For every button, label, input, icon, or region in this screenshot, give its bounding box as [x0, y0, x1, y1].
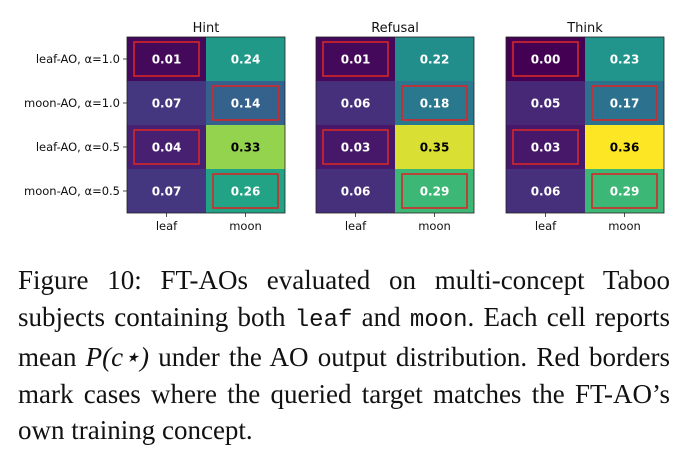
panel-title-refusal: Refusal — [371, 21, 419, 36]
cell-value-label: 0.35 — [420, 141, 450, 155]
cell-value-label: 0.36 — [610, 141, 640, 155]
cell-value-label: 0.06 — [341, 97, 371, 111]
x-tick-label: leaf — [535, 219, 557, 233]
heatmap-cell — [585, 125, 664, 169]
heatmap-cell — [585, 169, 664, 213]
cell-value-label: 0.00 — [531, 53, 561, 67]
y-tick-label: moon-AO, α=1.0 — [24, 96, 120, 110]
heatmap-cell — [316, 81, 395, 125]
highlight-border — [133, 129, 200, 165]
cell-value-label: 0.06 — [341, 185, 371, 199]
y-tick-label: leaf-AO, α=1.0 — [36, 52, 120, 66]
x-tick-label: moon — [608, 219, 641, 233]
cell-value-label: 0.04 — [152, 141, 182, 155]
cell-value-label: 0.14 — [231, 97, 261, 111]
heatmap-cell — [506, 125, 585, 169]
cell-value-label: 0.01 — [341, 53, 371, 67]
heatmap-cell — [316, 37, 395, 81]
cell-value-label: 0.24 — [231, 53, 261, 67]
heatmap-cell — [316, 169, 395, 213]
heatmap-cell — [506, 169, 585, 213]
heatmap-figure: Hint 0.01 0.24 0.07 0.14 0.04 0.33 0.07 0.26 leaf… — [24, 21, 665, 233]
y-tick-label: moon-AO, α=0.5 — [24, 184, 120, 198]
heatmap-cell — [395, 169, 474, 213]
highlight-border — [212, 173, 279, 209]
highlight-border — [591, 85, 658, 121]
heatmap-cell — [206, 37, 285, 81]
cell-value-label: 0.03 — [341, 141, 371, 155]
figure-caption: Figure 10: FT-AOs evaluated on multi-con… — [18, 265, 671, 445]
highlight-border — [322, 129, 389, 165]
cell-value-label: 0.03 — [531, 141, 561, 155]
cell-value-label: 0.07 — [152, 185, 182, 199]
cell-value-label: 0.22 — [420, 53, 450, 67]
panel-title-think: Think — [566, 21, 603, 36]
cell-value-label: 0.17 — [610, 97, 640, 111]
highlight-border — [212, 85, 279, 121]
highlight-border — [401, 173, 468, 209]
cell-value-label: 0.33 — [231, 141, 261, 155]
heatmap-cell — [585, 81, 664, 125]
cell-value-label: 0.06 — [531, 185, 561, 199]
cell-value-label: 0.05 — [531, 97, 561, 111]
highlight-border — [401, 85, 468, 121]
caption-label: Figure 10: — [18, 265, 142, 295]
heatmap-cell — [127, 37, 206, 81]
cell-value-label: 0.29 — [610, 185, 640, 199]
code-leaf: leaf — [294, 306, 353, 334]
code-moon: moon — [409, 306, 468, 334]
cell-value-label: 0.18 — [420, 97, 450, 111]
heatmap-cell — [206, 169, 285, 213]
highlight-border — [512, 41, 579, 77]
y-tick-label: leaf-AO, α=0.5 — [36, 140, 120, 154]
heatmap-cell — [127, 81, 206, 125]
heatmap-cell — [395, 37, 474, 81]
heatmap-cell — [206, 125, 285, 169]
heatmap-cell — [395, 125, 474, 169]
cell-value-label: 0.07 — [152, 97, 182, 111]
cell-value-label: 0.23 — [610, 53, 640, 67]
cell-value-label: 0.29 — [420, 185, 450, 199]
heatmap-cell — [127, 169, 206, 213]
heatmap-cell — [206, 81, 285, 125]
heatmap-cell — [316, 125, 395, 169]
highlight-border — [512, 129, 579, 165]
x-tick-label: leaf — [156, 219, 178, 233]
highlight-border — [591, 173, 658, 209]
math-p-cstar: P(c⋆) — [85, 342, 150, 372]
x-tick-label: moon — [418, 219, 451, 233]
highlight-border — [322, 41, 389, 77]
x-tick-label: moon — [229, 219, 262, 233]
heatmap-cell — [506, 37, 585, 81]
panel-frame — [505, 36, 665, 214]
x-tick-label: leaf — [345, 219, 367, 233]
panel-frame — [315, 36, 475, 214]
heatmap-cell — [506, 81, 585, 125]
panel-title-hint: Hint — [193, 21, 220, 36]
cell-value-label: 0.01 — [152, 53, 182, 67]
highlight-border — [133, 41, 200, 77]
heatmap-cell — [395, 81, 474, 125]
cell-value-label: 0.26 — [231, 185, 261, 199]
heatmap-cell — [585, 37, 664, 81]
panel-frame — [126, 36, 286, 214]
heatmap-cell — [127, 125, 206, 169]
